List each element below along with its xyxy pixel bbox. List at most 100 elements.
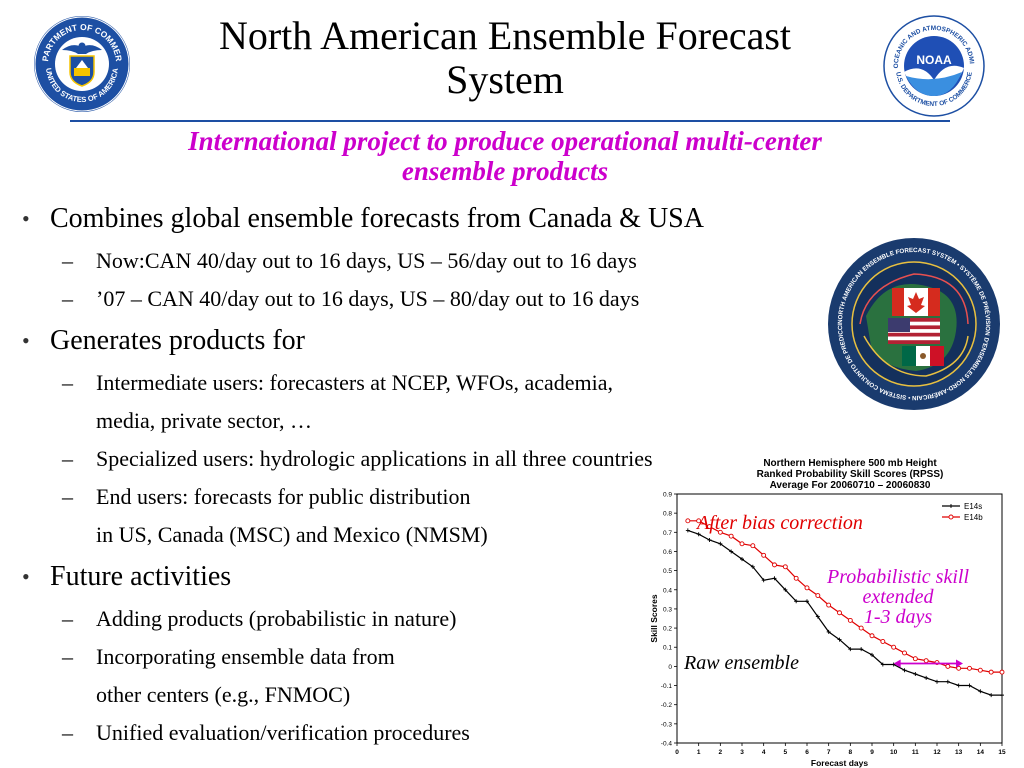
sub-bullet-1-1: – Now:CAN 40/day out to 16 days, US – 56/… [18,248,848,274]
bullet-2: • Generates products for [18,324,848,358]
y-tick-label: 0.8 [663,511,672,518]
x-tick-label: 3 [740,749,744,756]
sub-bullet-3-2-text: Incorporating ensemble data from [96,644,395,669]
data-point-e14b [988,669,994,675]
data-point-e14s [978,689,983,694]
data-point-e14s [848,647,853,652]
data-point-e14b [793,575,799,581]
data-point-e14b [707,524,712,530]
sub-bullet-1-2: – ’07 – CAN 40/day out to 16 days, US – 8… [18,286,848,312]
sub-bullet-2-1-text: Intermediate users: forecasters at NCEP,… [96,370,614,395]
prob-line-2: extended [862,586,934,608]
y-tick-label: -0.1 [661,683,673,690]
title-line-2: System [446,57,564,102]
bullet-3: • Future activities [18,560,848,594]
rpss-line-chart: 0.9 0.8 0.7 0.6 0.5 0.4 0.3 0.2 0.1 0 -0.1 -0.2 -0.3… [649,492,1006,768]
sub-bullet-2-2-text: Specialized users: hydrologic applicatio… [96,446,653,471]
usa-flag-icon [888,318,940,344]
bullet-2-text: Generates products for [50,325,306,356]
department-of-commerce-seal: DEPARTMENT OF COMMERCE UNITED STATES OF … [32,14,130,112]
data-point-e14b [696,518,702,524]
x-tick-label: 4 [762,749,766,756]
x-tick-label: 10 [890,749,898,756]
dash-icon: – [62,644,73,669]
legend-marker-e14s [949,504,953,508]
legend-box [938,498,998,522]
sub-bullet-1-1-text: Now:CAN 40/day out to 16 days, US – 56/d… [96,248,637,273]
legend-label-e14b: E14b [964,513,983,522]
x-tick-label: 2 [719,749,723,756]
sub-bullet-3-3-text: Unified evaluation/verification procedur… [96,720,470,745]
y-tick-label: -0.2 [661,702,673,709]
data-point-e14b [750,543,756,549]
sub-bullet-2-3-text: End users: forecasts for public distribu… [96,484,471,509]
data-point-e14b [977,667,983,673]
data-point-e14b [891,644,897,650]
sub-bullet-3-3: – Unified evaluation/verification procedu… [18,720,848,746]
canada-flag-icon [892,288,940,316]
data-point-e14b [956,665,962,671]
data-point-e14s [935,679,939,684]
data-point-e14s [945,679,950,684]
title-rule [70,120,950,122]
arrow-head-right-icon [956,659,963,668]
sub-bullet-2-1-cont: media, private sector, … [96,408,312,433]
sub-bullet-3-1: – Adding products (probabilistic in natur… [18,606,848,632]
x-axis-label: Forecast days [811,758,868,768]
data-point-e14s [685,528,690,533]
data-point-e14b [728,533,734,539]
sub-bullet-2-3: – End users: forecasts for public distrib… [18,484,848,510]
bias-correction-annotation: After bias correction [697,512,863,534]
data-point-e14b [999,669,1005,675]
y-tick-label: 0.5 [663,568,672,575]
sub-bullet-1-2-text: ’07 – CAN 40/day out to 16 days, US – 80… [96,286,640,311]
data-point-e14s [1000,693,1004,698]
data-point-e14s [837,637,842,642]
data-point-e14s [772,576,777,581]
series-line-e14s [687,529,1002,696]
chart-title-line-1: Northern Hemisphere 500 mb Height [763,458,937,469]
raw-ensemble-annotation: Raw ensemble [684,652,799,674]
x-tick-label: 11 [912,749,919,756]
y-tick-label: -0.3 [661,721,673,728]
slide-title: North American Ensemble Forecast System [150,14,860,102]
data-point-e14b [826,602,832,608]
y-tick-label: 0.1 [663,645,672,652]
bullet-1: • Combines global ensemble forecasts from… [18,202,848,236]
x-tick-label: 1 [697,749,701,756]
data-point-e14b [782,564,788,570]
slide-subtitle: International project to produce operati… [70,126,940,186]
data-point-e14s [696,532,701,537]
data-point-e14b [858,625,864,631]
y-tick-label: 0.4 [663,587,672,594]
data-point-e14s [967,683,972,688]
sub-bullet-3-2: – Incorporating ensemble data from [18,644,848,670]
data-point-e14b [902,650,907,656]
y-tick-label: -0.4 [661,741,673,748]
x-tick-label: 8 [849,749,853,756]
data-point-e14s [740,557,744,562]
y-tick-label: 0.6 [663,549,672,556]
data-point-e14s [718,541,723,546]
x-tick-label: 9 [870,749,874,756]
dash-icon: – [62,606,73,631]
sub-bullet-2-3-cont: in US, Canada (MSC) and Mexico (NMSM) [96,522,488,547]
data-point-e14b [685,518,691,524]
data-point-e14b [772,562,777,568]
bullet-3-text: Future activities [50,561,232,592]
naefs-logo: NORTH AMERICAN ENSEMBLE FORECAST SYSTEM … [826,236,1000,410]
data-point-e14s [924,675,929,680]
bullet-dot-icon: • [22,564,30,589]
data-point-e14b [717,529,723,535]
x-tick-label: 5 [784,749,788,756]
legend-marker-e14b [948,514,954,520]
data-point-e14b [912,656,918,662]
x-tick-label: 14 [977,749,985,756]
title-line-1: North American Ensemble Forecast [218,13,792,58]
x-tick-label: 6 [805,749,809,756]
probabilistic-skill-annotation: Probabilistic skill extended 1-3 days [800,567,996,627]
prob-line-3: 1-3 days [863,606,933,628]
data-point-e14s [815,614,820,619]
data-point-e14s [891,662,896,667]
arrow-head-left-icon [893,659,901,668]
